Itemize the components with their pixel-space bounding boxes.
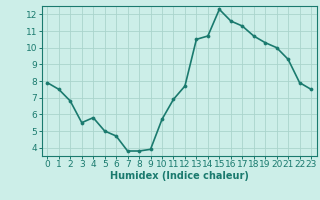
- X-axis label: Humidex (Indice chaleur): Humidex (Indice chaleur): [110, 171, 249, 181]
